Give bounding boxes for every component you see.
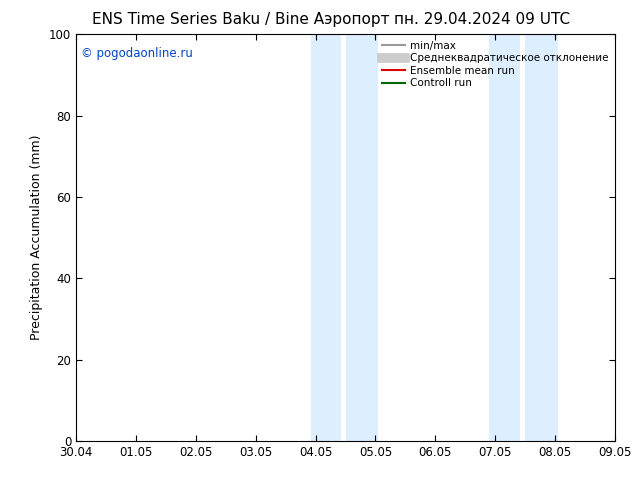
Bar (311, 34, 340, 441)
Y-axis label: Precipitation Accumulation (mm): Precipitation Accumulation (mm) (30, 135, 43, 341)
Bar (489, 34, 521, 441)
Text: ENS Time Series Baku / Bine Аэропорт: ENS Time Series Baku / Bine Аэропорт (92, 12, 390, 27)
Text: пн. 29.04.2024 09 UTC: пн. 29.04.2024 09 UTC (394, 12, 570, 27)
Bar (525, 34, 558, 441)
Bar (346, 34, 378, 441)
Legend: min/max, Среднеквадратическое отклонение, Ensemble mean run, Controll run: min/max, Среднеквадратическое отклонение… (378, 36, 613, 93)
Text: © pogodaonline.ru: © pogodaonline.ru (81, 47, 193, 59)
